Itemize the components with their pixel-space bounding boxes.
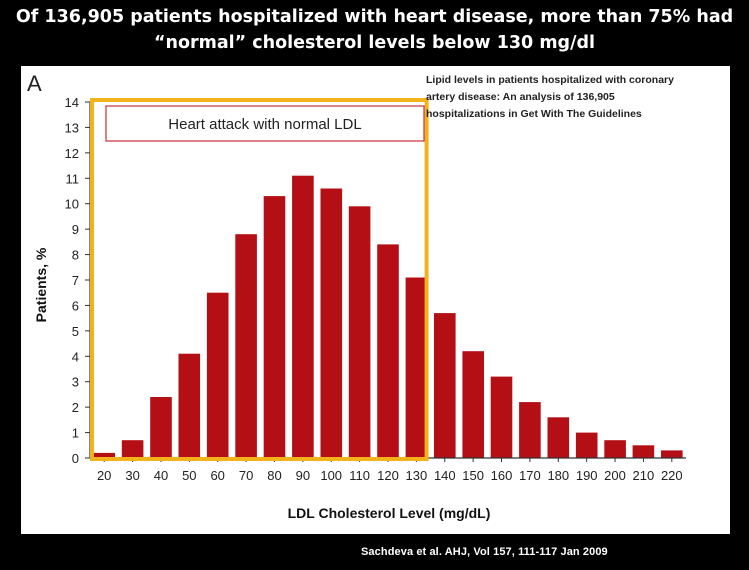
y-tick-label-7: 7 <box>72 273 79 288</box>
x-tick-label-60: 60 <box>210 468 224 483</box>
headline-line-1: Of 136,905 patients hospitalized with he… <box>15 7 734 27</box>
y-tick-label-0: 0 <box>72 451 79 466</box>
y-axis-title: Patients, % <box>33 247 49 322</box>
bar-200 <box>604 440 626 458</box>
y-tick-label-13: 13 <box>65 120 79 135</box>
bar-220 <box>661 450 683 458</box>
y-tick-label-1: 1 <box>72 426 79 441</box>
y-tick-label-5: 5 <box>72 324 79 339</box>
bar-210 <box>632 445 655 458</box>
x-tick-label-20: 20 <box>97 468 111 483</box>
bar-90 <box>292 175 314 458</box>
y-tick-label-12: 12 <box>65 146 79 161</box>
x-axis-title: LDL Cholesterol Level (mg/dL) <box>288 505 491 521</box>
x-tick-label-140: 140 <box>434 468 456 483</box>
x-tick-label-100: 100 <box>320 468 342 483</box>
bar-160 <box>490 376 513 458</box>
headline-line-2: “normal” cholesterol levels below 130 mg… <box>154 33 595 53</box>
bar-180 <box>547 417 570 458</box>
bar-170 <box>519 402 541 458</box>
panel-letter: A <box>27 71 42 96</box>
bars-group <box>93 175 683 458</box>
bar-20 <box>93 452 115 458</box>
x-tick-label-130: 130 <box>406 468 428 483</box>
y-tick-label-10: 10 <box>65 197 79 212</box>
bar-100 <box>320 188 343 458</box>
citation-text: Lipid levels in patients hospitalized wi… <box>426 74 674 120</box>
y-tick-label-8: 8 <box>72 248 79 263</box>
y-tick-label-6: 6 <box>72 298 79 313</box>
x-tick-label-170: 170 <box>519 468 541 483</box>
x-tick-label-180: 180 <box>547 468 569 483</box>
x-tick-label-80: 80 <box>267 468 281 483</box>
x-tick-label-160: 160 <box>491 468 513 483</box>
x-tick-label-40: 40 <box>154 468 168 483</box>
bar-40 <box>150 397 172 458</box>
bar-190 <box>575 432 598 458</box>
y-tick-label-3: 3 <box>72 375 79 390</box>
bar-60 <box>206 292 229 458</box>
footer-reference: Sachdeva et al. AHJ, Vol 157, 111-117 Ja… <box>361 546 608 558</box>
callout-box <box>105 105 425 142</box>
y-tick-label-2: 2 <box>72 400 79 415</box>
y-tick-label-9: 9 <box>72 222 79 237</box>
x-tick-label-190: 190 <box>576 468 598 483</box>
y-tick-label-14: 14 <box>65 95 79 110</box>
x-tick-label-50: 50 <box>182 468 196 483</box>
x-tick-label-220: 220 <box>661 468 683 483</box>
bar-150 <box>462 351 484 458</box>
bar-130 <box>405 277 428 458</box>
x-tick-label-70: 70 <box>239 468 253 483</box>
bar-50 <box>178 353 201 458</box>
headline: Of 136,905 patients hospitalized with he… <box>0 4 749 56</box>
x-tick-label-210: 210 <box>633 468 655 483</box>
x-tick-label-200: 200 <box>604 468 626 483</box>
bar-120 <box>377 244 399 458</box>
bar-70 <box>235 234 257 458</box>
y-tick-label-4: 4 <box>72 349 79 364</box>
x-tick-label-120: 120 <box>377 468 399 483</box>
x-tick-label-150: 150 <box>462 468 484 483</box>
bar-30 <box>121 440 144 458</box>
y-tick-label-11: 11 <box>66 171 80 186</box>
bar-140 <box>434 313 456 458</box>
bar-80 <box>263 196 286 458</box>
bar-110 <box>348 206 371 458</box>
callout-label: Heart attack with normal LDL <box>168 116 361 133</box>
x-tick-label-30: 30 <box>125 468 139 483</box>
x-tick-label-110: 110 <box>349 468 370 483</box>
normal-ldl-highlight-box <box>90 98 429 461</box>
x-tick-label-90: 90 <box>296 468 310 483</box>
